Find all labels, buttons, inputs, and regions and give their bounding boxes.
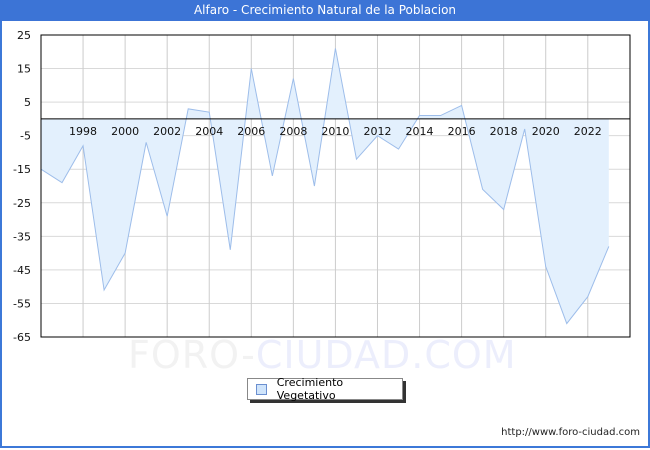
x-tick-label: 2004 [195, 125, 223, 138]
legend: Crecimiento Vegetativo [247, 376, 403, 402]
x-tick-label: 2006 [237, 125, 265, 138]
x-tick-label: 2010 [321, 125, 349, 138]
y-tick-label: -45 [13, 264, 31, 277]
area-fill [41, 48, 609, 324]
x-tick-label: 2016 [448, 125, 476, 138]
y-tick-label: -35 [13, 230, 31, 243]
watermark: FORO-CIUDAD.COM [128, 333, 517, 377]
y-tick-label: -55 [13, 297, 31, 310]
y-tick-label: -25 [13, 197, 31, 210]
x-tick-label: 2018 [490, 125, 518, 138]
x-tick-label: 2008 [279, 125, 307, 138]
x-tick-label: 2000 [111, 125, 139, 138]
source-url: http://www.foro-ciudad.com [501, 427, 640, 438]
x-tick-label: 2020 [532, 125, 560, 138]
x-tick-label: 2002 [153, 125, 181, 138]
watermark-part1: FORO- [128, 333, 256, 377]
y-tick-label: 25 [17, 29, 31, 42]
x-tick-label: 2014 [406, 125, 434, 138]
y-tick-label: -5 [20, 130, 31, 143]
chart-title: Alfaro - Crecimiento Natural de la Pobla… [0, 0, 650, 21]
y-tick-label: -15 [13, 163, 31, 176]
x-tick-label: 2022 [574, 125, 602, 138]
x-tick-label: 1998 [69, 125, 97, 138]
legend-label: Crecimiento Vegetativo [276, 376, 344, 402]
watermark-part2: CIUDAD.COM [255, 333, 517, 377]
legend-swatch-icon [256, 383, 267, 395]
x-tick-label: 2012 [363, 125, 391, 138]
plot-border [40, 34, 631, 338]
y-tick-label: 5 [24, 96, 31, 109]
y-tick-label: 15 [17, 63, 31, 76]
y-tick-label: -65 [13, 331, 31, 344]
data-line [40, 48, 610, 325]
